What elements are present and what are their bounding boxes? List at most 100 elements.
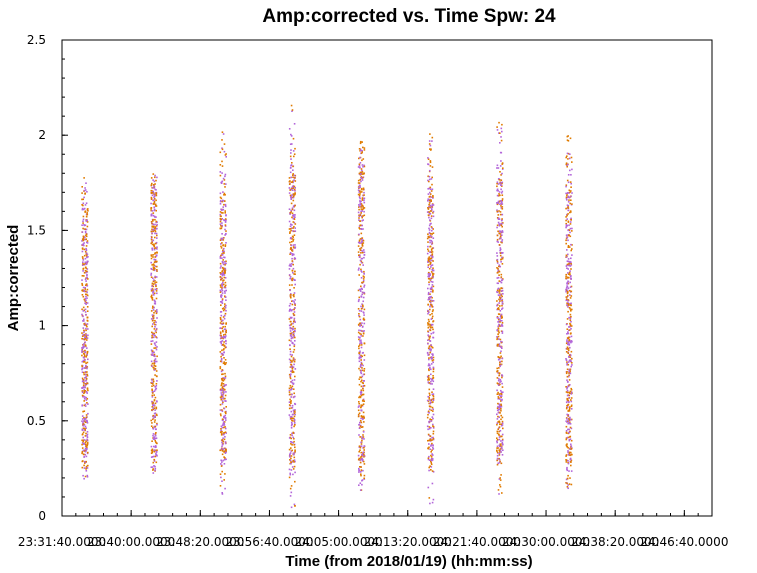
- data-point: [357, 289, 360, 292]
- data-point: [151, 396, 154, 398]
- data-point: [565, 242, 567, 245]
- data-point: [224, 436, 226, 438]
- data-point: [85, 324, 88, 327]
- data-point: [566, 466, 568, 469]
- data-point: [497, 327, 500, 329]
- data-point: [290, 229, 292, 232]
- data-point: [357, 269, 360, 271]
- data-point: [223, 479, 225, 481]
- data-point: [86, 310, 89, 312]
- data-point: [151, 400, 153, 403]
- data-point: [431, 306, 433, 308]
- data-point: [220, 355, 222, 358]
- data-point: [360, 361, 363, 364]
- data-point: [81, 198, 83, 201]
- data-point: [290, 462, 292, 465]
- data-point: [501, 439, 504, 442]
- data-point: [292, 383, 295, 385]
- data-point: [155, 284, 157, 286]
- data-point: [358, 274, 360, 276]
- data-point: [428, 281, 430, 283]
- data-point: [293, 379, 296, 381]
- data-point: [81, 207, 84, 210]
- data-point: [501, 287, 503, 290]
- data-point: [567, 484, 569, 486]
- data-point: [430, 295, 432, 298]
- data-point: [499, 248, 502, 251]
- data-point: [289, 171, 292, 174]
- data-point: [568, 428, 570, 431]
- data-point: [224, 271, 226, 273]
- data-point: [156, 292, 158, 295]
- data-point: [360, 391, 363, 394]
- data-point: [570, 315, 572, 318]
- data-point: [431, 449, 433, 451]
- data-point: [220, 414, 222, 417]
- data-point: [362, 332, 365, 334]
- data-point: [81, 350, 83, 352]
- data-point: [569, 477, 571, 479]
- data-point: [499, 165, 502, 167]
- data-point: [225, 412, 227, 415]
- data-point: [151, 365, 153, 367]
- data-point: [82, 222, 84, 224]
- data-point: [360, 469, 363, 471]
- data-point: [429, 165, 432, 167]
- data-point: [430, 262, 432, 264]
- data-point: [360, 333, 362, 336]
- data-point: [430, 236, 433, 238]
- data-point: [362, 228, 364, 230]
- data-point: [294, 368, 297, 370]
- data-point: [430, 409, 433, 412]
- data-point: [497, 405, 499, 408]
- data-point: [427, 275, 429, 278]
- data-point: [224, 375, 227, 378]
- data-point: [501, 230, 504, 232]
- data-point: [357, 323, 360, 326]
- data-point: [358, 402, 360, 405]
- data-point: [225, 432, 227, 434]
- data-point: [568, 276, 570, 279]
- data-point: [568, 354, 571, 356]
- data-point: [154, 374, 156, 376]
- data-point: [83, 380, 85, 382]
- data-point: [225, 384, 227, 386]
- data-point: [431, 296, 433, 299]
- data-point: [294, 424, 296, 426]
- data-point: [363, 210, 365, 213]
- data-point: [87, 278, 89, 280]
- data-point: [502, 427, 504, 430]
- data-point: [500, 355, 502, 358]
- data-point: [86, 382, 89, 385]
- data-point: [363, 173, 365, 175]
- data-point: [500, 393, 503, 395]
- data-point: [498, 218, 501, 220]
- data-point: [85, 280, 87, 282]
- data-point: [152, 266, 155, 268]
- data-point: [358, 208, 360, 211]
- data-point: [360, 287, 363, 290]
- data-point: [567, 181, 570, 184]
- data-point: [86, 253, 89, 256]
- data-point: [567, 428, 569, 431]
- data-point: [360, 187, 363, 190]
- data-point: [219, 200, 222, 203]
- data-point: [569, 447, 572, 449]
- data-point: [566, 276, 569, 279]
- data-point: [154, 419, 156, 421]
- data-point: [569, 191, 571, 194]
- data-point: [359, 249, 362, 251]
- data-point: [83, 429, 86, 431]
- data-point: [83, 371, 85, 374]
- data-point: [81, 238, 84, 241]
- data-point: [568, 157, 571, 160]
- data-point: [565, 239, 567, 242]
- data-point: [288, 401, 291, 403]
- data-point: [431, 393, 434, 396]
- data-point: [496, 441, 498, 444]
- data-point: [500, 341, 503, 344]
- data-point: [219, 255, 222, 258]
- data-point: [360, 203, 363, 205]
- data-point: [289, 241, 291, 244]
- data-point: [569, 430, 571, 433]
